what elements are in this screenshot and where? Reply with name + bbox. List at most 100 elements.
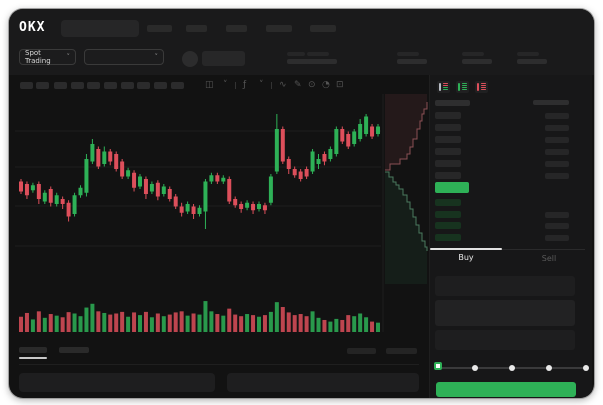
stat-label-3 [397,52,419,56]
chart-footer-control-2[interactable] [386,348,417,354]
stat-value-3 [397,59,427,64]
pair-selector-dropdown[interactable]: ˅ [84,49,164,65]
buy-button[interactable] [436,382,576,397]
volume-bar [126,316,131,332]
toggle-book-bids[interactable] [456,81,469,93]
volume-bar [191,313,196,332]
volume-bar [30,319,35,332]
volume-bar [96,311,101,332]
chart-footer-control-1[interactable] [347,348,376,354]
ask-row-price-2[interactable] [435,124,461,131]
ask-row-price-3[interactable] [435,136,461,143]
candle-body [251,204,256,211]
bid-row-price-4[interactable] [435,234,461,241]
tab-buy[interactable]: Buy [458,253,474,262]
tab-sell[interactable]: Sell [541,254,557,263]
fullscreen-icon[interactable]: ⊡ [336,80,344,90]
volume-bar [280,307,285,332]
volume-bar [376,322,380,332]
candle-body [102,151,107,164]
last-price-placeholder [202,51,245,66]
ask-row-price-5[interactable] [435,160,461,167]
timeframe-button-1[interactable] [20,82,33,89]
bid-row-price-2[interactable] [435,211,461,218]
slider-handle[interactable] [434,362,442,370]
candle-body [114,154,119,169]
volume-bar [167,314,172,332]
volume-bar [268,311,273,332]
tab-history[interactable] [59,347,89,353]
line-tool-icon[interactable]: ∿ [279,80,287,90]
timeframe-button-9[interactable] [154,82,167,89]
timeframe-button-2[interactable] [36,82,49,89]
timeframe-button-4[interactable] [71,82,84,89]
candlestick-chart[interactable] [9,85,429,351]
search-input[interactable] [61,20,139,37]
candle-body [72,195,77,214]
indicators-icon[interactable]: ƒ [243,80,247,90]
positions-panel-placeholder [227,373,419,392]
toggle-dash [462,87,467,88]
camera-icon[interactable]: ⊙ [308,80,316,90]
history-icon[interactable]: ◔ [322,80,330,90]
toolbar-divider [271,82,272,89]
timeframe-button-6[interactable] [104,82,117,89]
total-input[interactable] [435,330,575,350]
timeframe-button-10[interactable] [171,82,184,89]
ask-row-amount-6 [545,173,569,179]
orderbook-header-price [435,100,470,106]
chevron-down-icon[interactable]: ˅ [259,80,264,90]
candle-body [54,195,59,204]
chevron-down-icon[interactable]: ˅ [223,80,228,90]
timeframe-button-5[interactable] [87,82,100,89]
candle-body [262,205,267,211]
timeframe-button-7[interactable] [121,82,134,89]
nav-item-2[interactable] [186,25,207,32]
stat-label-2 [307,52,329,56]
ask-row-price-1[interactable] [435,112,461,119]
slider-stop-25pct[interactable] [472,365,478,371]
bid-row-price-1[interactable] [435,199,461,206]
candle-body [227,179,232,202]
volume-bar [173,312,178,332]
slider-stop-100pct[interactable] [583,365,589,371]
amount-input[interactable] [435,300,575,326]
ask-row-price-6[interactable] [435,172,461,179]
ask-row-amount-3 [545,137,569,143]
bid-row-price-3[interactable] [435,222,461,229]
candle-body [191,206,196,214]
candle-body [274,129,279,172]
timeframe-button-3[interactable] [54,82,67,89]
nav-item-3[interactable] [226,25,247,32]
market-type-dropdown[interactable]: Spot Trading ˅ [19,49,76,65]
candle-body [155,182,160,197]
toggle-book-asks[interactable] [475,81,488,93]
tab-orders[interactable] [19,347,47,353]
volume-bar [54,315,59,332]
market-type-label: Spot Trading [25,49,51,65]
nav-item-4[interactable] [266,25,292,32]
divider [430,249,585,250]
toolbar-divider [235,82,236,89]
draw-icon[interactable]: ✎ [294,80,302,90]
slider-stop-75pct[interactable] [546,365,552,371]
toggle-book-combined[interactable] [437,81,450,93]
volume-bar [42,317,47,332]
timeframe-button-8[interactable] [137,82,150,89]
price-input[interactable] [435,276,575,296]
okx-logo: OKX [19,20,46,35]
nav-item-1[interactable] [147,25,172,32]
candle-body [173,196,178,207]
volume-bar [322,319,327,332]
toggle-dash [481,83,486,84]
candle-body [334,129,339,154]
candle-body [90,144,95,162]
ask-row-price-4[interactable] [435,148,461,155]
candle-body [138,176,142,187]
nav-item-5[interactable] [310,25,336,32]
last-price-badge[interactable] [435,182,469,193]
chart-type-icon[interactable]: ◫ [205,80,214,90]
volume-bar [221,315,226,332]
slider-stop-50pct[interactable] [509,365,515,371]
candle-body [245,202,250,208]
